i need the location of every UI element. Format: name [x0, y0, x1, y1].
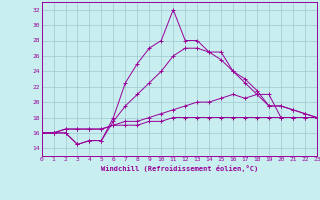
X-axis label: Windchill (Refroidissement éolien,°C): Windchill (Refroidissement éolien,°C): [100, 165, 258, 172]
